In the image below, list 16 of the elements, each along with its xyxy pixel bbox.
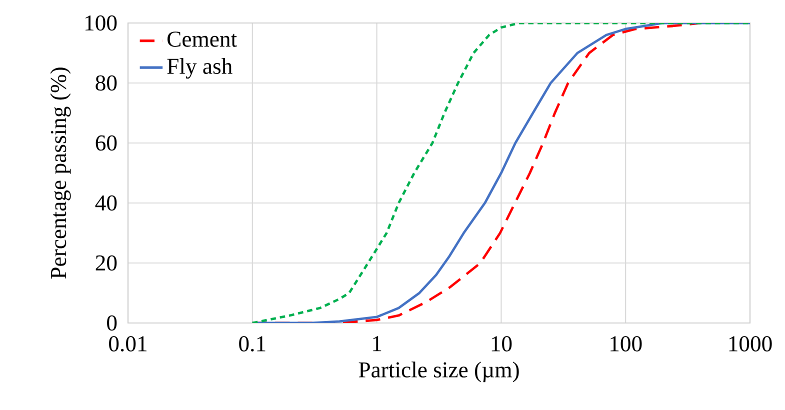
x-tick-label: 100: [610, 336, 642, 352]
x-axis-title: Particle size (µm): [358, 362, 519, 382]
y-axis-title: Percentage passing (%): [50, 68, 71, 279]
x-tick-label: 10: [492, 336, 512, 352]
y-tick-label: 20: [96, 255, 117, 271]
y-tick-label: 60: [96, 135, 117, 151]
x-tick-label: 0.01: [109, 336, 146, 352]
x-tick-label: 0.1: [239, 336, 266, 352]
y-tick-label: 100: [86, 15, 117, 31]
legend-label: Fly ash: [167, 58, 232, 79]
x-tick-label: 1000: [729, 336, 772, 352]
legend-label: Cement: [168, 32, 237, 47]
x-tick-label: 1: [373, 336, 382, 352]
y-tick-label: 80: [96, 75, 117, 91]
y-tick-label: 40: [95, 195, 117, 211]
y-tick-label: 0: [107, 315, 117, 331]
